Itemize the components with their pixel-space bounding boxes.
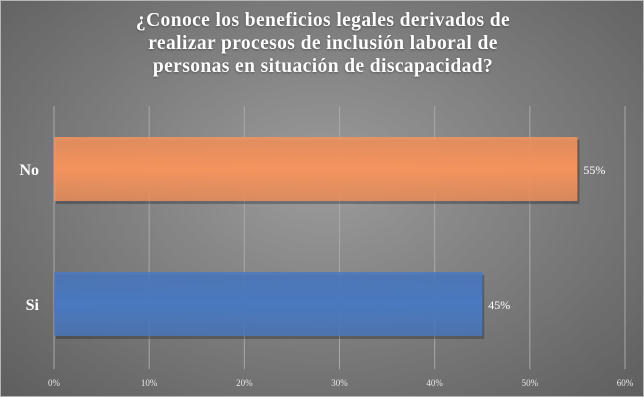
chart-title-line-1: ¿Conoce los beneficios legales derivados…	[135, 10, 511, 31]
chart-title: ¿Conoce los beneficios legales derivados…	[1, 9, 644, 78]
bar-no	[54, 137, 578, 201]
category-label: Si	[26, 297, 40, 314]
x-tick-label: 50%	[522, 378, 539, 388]
category-label: No	[19, 162, 39, 179]
x-tick-label: 0%	[48, 378, 61, 388]
data-label: 45%	[488, 298, 510, 312]
data-label: 55%	[583, 163, 605, 177]
x-tick-label: 40%	[426, 378, 443, 388]
x-tick-label: 30%	[331, 378, 348, 388]
x-tick-label: 20%	[236, 378, 253, 388]
chart-title-line-3: personas en situación de discapacidad?	[152, 56, 494, 77]
bar-si	[54, 272, 483, 336]
x-tick-label: 60%	[617, 378, 634, 388]
chart-title-line-2: realizar procesos de inclusión laboral d…	[148, 33, 498, 54]
x-tick-label: 10%	[141, 378, 158, 388]
